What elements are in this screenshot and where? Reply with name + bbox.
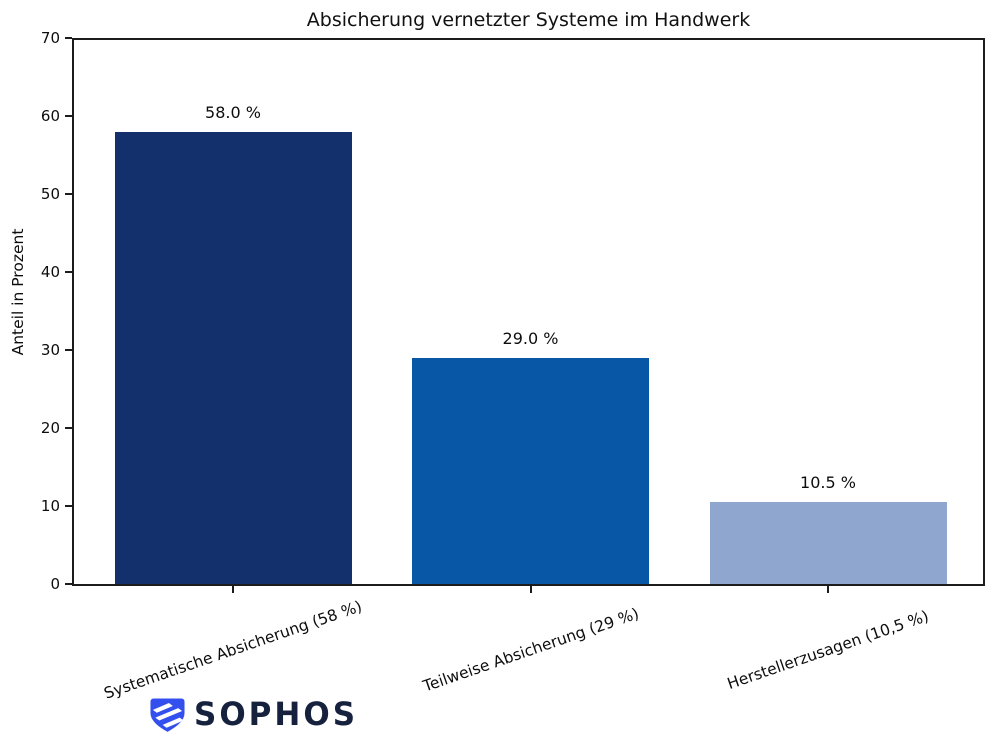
sophos-shield-icon <box>150 698 185 732</box>
y-tick <box>65 505 72 507</box>
x-tick <box>529 586 532 593</box>
y-tick-label: 20 <box>40 419 60 437</box>
bar-value-label: 58.0 % <box>205 102 261 122</box>
plot-area: 58.0 % 29.0 % 10.5 % <box>72 38 985 586</box>
bar-value-label: 10.5 % <box>800 473 856 493</box>
y-tick <box>65 37 72 39</box>
bar-3 <box>709 502 947 584</box>
x-category-label: Herstellerzusagen (10,5 %) <box>724 607 932 693</box>
y-tick-label: 70 <box>40 29 60 47</box>
y-tick <box>65 271 72 273</box>
y-tick-label: 50 <box>40 185 60 203</box>
bar-1 <box>114 131 352 584</box>
sophos-logo: SOPHOS <box>148 697 358 733</box>
y-tick-label: 10 <box>40 497 60 515</box>
y-tick-label: 60 <box>40 107 60 125</box>
chart-title: Absicherung vernetzter Systeme im Handwe… <box>306 9 751 31</box>
y-tick-label: 30 <box>40 341 60 359</box>
y-tick <box>65 583 72 585</box>
bar-2 <box>412 357 649 584</box>
x-tick <box>827 586 829 593</box>
x-category-label: Systematische Absicherung (58 %) <box>101 597 365 703</box>
bar-value-label: 29.0 % <box>502 328 559 348</box>
y-tick <box>65 349 72 351</box>
x-category-label: Teilweise Absicherung (29 %) <box>420 604 641 696</box>
y-tick <box>65 115 72 117</box>
y-tick-label: 40 <box>40 263 60 281</box>
y-tick-label: 0 <box>50 575 60 593</box>
y-tick <box>65 427 72 429</box>
sophos-wordmark: SOPHOS <box>194 696 359 733</box>
y-tick <box>65 193 72 195</box>
x-tick <box>232 586 234 593</box>
